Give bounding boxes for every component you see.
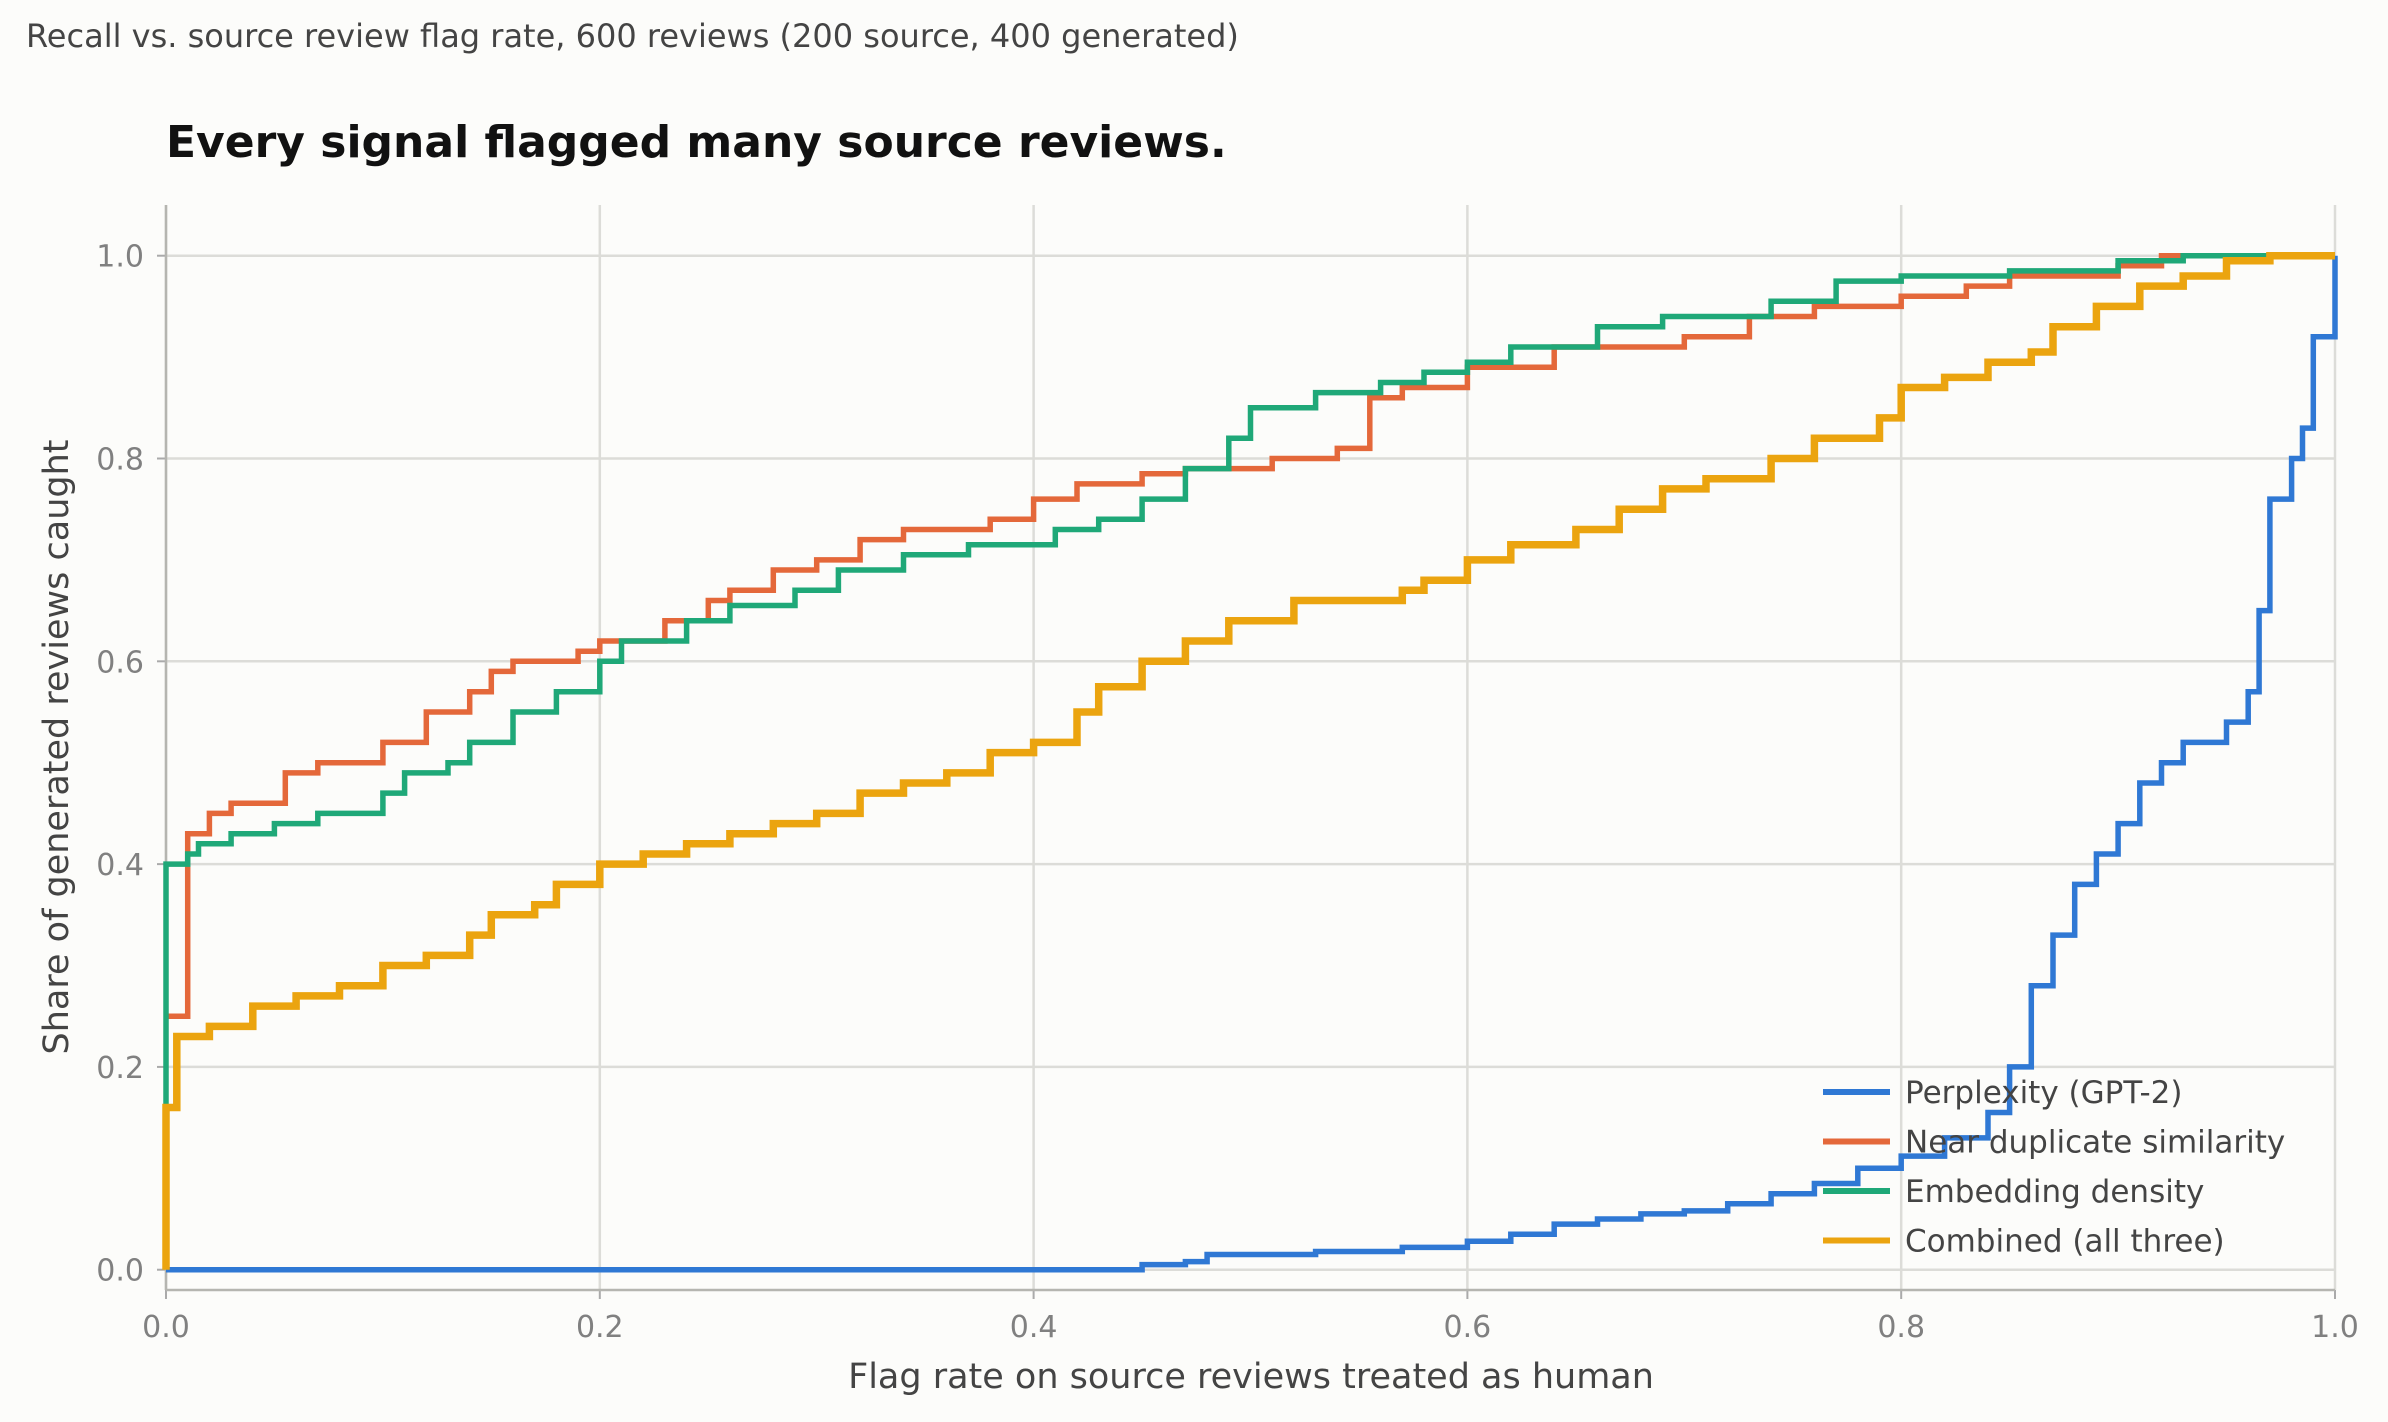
chart-title: Every signal flagged many source reviews…	[166, 117, 1227, 168]
y-tick-label: 0.8	[96, 443, 144, 478]
y-tick-label: 0.2	[96, 1051, 144, 1086]
series-line	[166, 252, 2335, 1019]
x-tick-label: 0.6	[1444, 1310, 1492, 1345]
y-tick-label: 0.4	[96, 848, 144, 883]
legend: Perplexity (GPT-2) Near duplicate similar…	[1823, 1075, 2285, 1260]
x-tick-label: 0.0	[142, 1310, 190, 1345]
y-axis-label: Share of generated reviews caught	[37, 440, 77, 1055]
x-tick-label: 0.8	[1877, 1310, 1925, 1345]
y-tick-label: 0.6	[96, 645, 144, 680]
series-line	[163, 252, 2335, 1108]
series-line	[166, 255, 2338, 1273]
y-tick-label: 1.0	[96, 240, 144, 275]
legend-label: Near duplicate similarity	[1905, 1125, 2285, 1161]
y-tick-label: 0.0	[96, 1254, 144, 1289]
x-axis-label: Flag rate on source reviews treated as h…	[848, 1357, 1654, 1397]
header-caption: Recall vs. source review flag rate, 600 …	[26, 17, 1239, 55]
series-line	[162, 251, 2335, 1270]
x-tick-label: 0.4	[1010, 1310, 1058, 1345]
legend-label: Combined (all three)	[1905, 1224, 2225, 1260]
series-lines	[162, 251, 2338, 1273]
x-tick-label: 0.2	[576, 1310, 624, 1345]
legend-label: Perplexity (GPT-2)	[1905, 1075, 2182, 1111]
tick-labels: 0.0 0.2 0.4 0.6 0.8 1.0 0.0 0.2 0.4 0.6 0.8 1.0	[96, 240, 2359, 1345]
legend-label: Embedding density	[1905, 1174, 2204, 1210]
x-tick-label: 1.0	[2311, 1310, 2359, 1345]
